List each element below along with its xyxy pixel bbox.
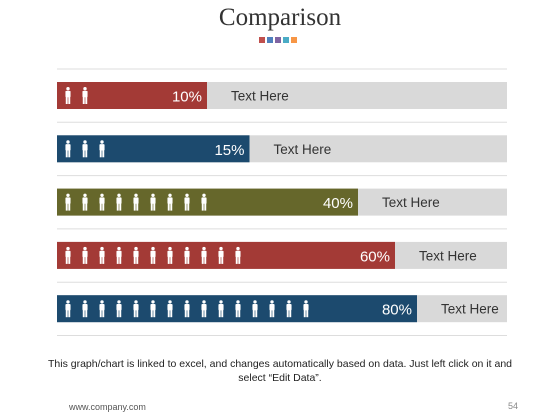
person-icon [235,300,241,318]
person-icon [218,246,224,264]
person-icon [65,246,71,264]
person-icon [286,300,292,318]
person-icon [116,193,122,211]
person-icon [99,300,105,318]
person-icon [65,87,71,104]
person-icon [82,140,88,158]
person-icon [82,300,88,318]
person-icon [201,193,207,211]
person-icon [116,246,122,264]
category-label: Text Here [274,142,332,157]
value-label: 10% [172,89,202,106]
title-dot [267,37,273,43]
category-label: Text Here [382,195,440,210]
bar [57,188,358,216]
category-label: Text Here [441,302,499,317]
value-label: 60% [360,248,390,265]
person-icon [201,246,207,264]
person-icon [167,193,173,211]
category-label: Text Here [231,89,289,104]
person-icon [303,300,309,318]
person-icon [167,246,173,264]
person-icon [150,300,156,318]
person-icon [184,193,190,211]
footer-url[interactable]: www.company.com [69,402,146,412]
person-icon [65,300,71,318]
value-label: 80% [382,302,412,319]
bar [57,241,395,269]
person-icon [65,193,71,211]
category-label: Text Here [419,248,477,263]
value-label: 15% [214,142,244,159]
person-icon [65,140,71,158]
person-icon [116,300,122,318]
value-label: 40% [323,195,353,212]
person-icon [150,246,156,264]
person-icon [167,300,173,318]
title-dot [275,37,281,43]
slide-title: Comparison [218,4,342,31]
title-dot [283,37,289,43]
person-icon [184,300,190,318]
person-icon [201,300,207,318]
person-icon [82,193,88,211]
title-decoration [259,37,297,44]
person-icon [252,300,258,318]
person-icon [82,246,88,264]
person-icon [269,300,275,318]
person-icon [82,87,88,104]
person-icon [235,246,241,264]
bar [57,135,250,163]
person-icon [99,193,105,211]
page-number: 54 [507,401,518,411]
person-icon [133,246,139,264]
person-icon [184,246,190,264]
person-icon [99,246,105,264]
title-dot [291,37,297,43]
bar [57,82,207,109]
person-icon [133,193,139,211]
person-icon [99,140,105,158]
title-dot [259,37,265,43]
person-icon [150,193,156,211]
person-icon [133,300,139,318]
footnote: This graph/chart is linked to excel, and… [47,358,512,384]
person-icon [218,300,224,318]
